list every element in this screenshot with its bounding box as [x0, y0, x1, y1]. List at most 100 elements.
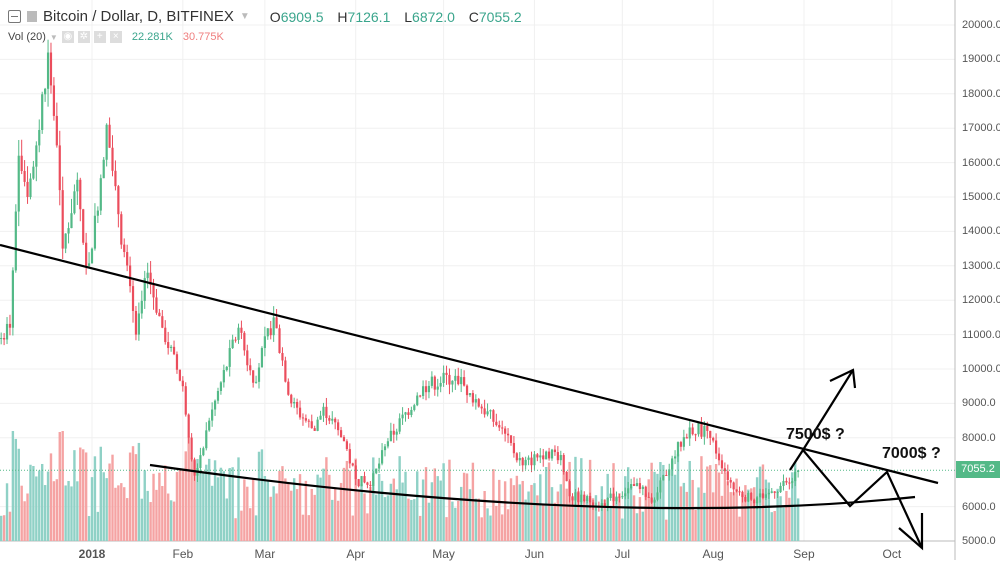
- candle-body: [8, 323, 12, 328]
- volume-bar: [193, 460, 196, 541]
- candle-body: [586, 496, 589, 502]
- candle-body: [501, 427, 504, 429]
- add-icon[interactable]: +: [93, 31, 106, 43]
- volume-bar: [123, 487, 126, 541]
- volume-bar: [711, 492, 715, 541]
- volume-bar: [251, 478, 255, 541]
- candle-body: [11, 270, 14, 328]
- volume-bar: [11, 431, 15, 541]
- volume-bar: [697, 487, 700, 541]
- open-label: O: [269, 8, 281, 25]
- candle-body: [445, 372, 448, 375]
- volume-bar: [709, 465, 712, 541]
- volume-bar: [767, 482, 771, 541]
- candle-body: [679, 442, 683, 447]
- volume-bar: [729, 492, 732, 541]
- candle-body: [246, 350, 249, 366]
- volume-bar: [17, 448, 20, 541]
- volume-bar: [670, 460, 674, 541]
- volume-bar: [518, 484, 521, 541]
- y-tick-label: 15000.0: [962, 191, 1000, 203]
- volume-bar: [788, 497, 791, 541]
- candle-body: [90, 248, 94, 264]
- volume-bar: [741, 494, 744, 541]
- annotation-7500: 7500$ ?: [786, 426, 845, 443]
- volume-bar: [196, 458, 199, 541]
- chevron-down-icon[interactable]: ▼: [239, 11, 250, 22]
- candle-body: [325, 406, 328, 419]
- volume-bar: [49, 453, 53, 541]
- volume-bar: [143, 470, 146, 541]
- candle-body: [659, 480, 662, 493]
- y-tick-label: 9000.0: [962, 397, 996, 410]
- candle-body: [460, 377, 463, 385]
- eye-icon[interactable]: ◉: [61, 31, 74, 43]
- high-value: 7126.1: [347, 8, 391, 25]
- volume-bar: [210, 485, 214, 541]
- volume-bar: [779, 496, 782, 541]
- volume-bar: [319, 477, 322, 541]
- candle-body: [550, 449, 554, 459]
- candle-body: [542, 455, 545, 460]
- volume-bar: [659, 462, 662, 541]
- candle-body: [600, 503, 603, 506]
- volume-bar: [105, 478, 108, 541]
- settings-icon[interactable]: ✲: [77, 31, 90, 43]
- candle-body: [143, 278, 146, 301]
- candle-body: [489, 410, 492, 412]
- volume-bar: [155, 489, 158, 541]
- volume-bar: [161, 486, 164, 541]
- candle-body: [797, 470, 800, 472]
- collapse-icon[interactable]: [8, 10, 21, 23]
- resistance-trendline: [0, 243, 939, 485]
- candle-body: [486, 411, 489, 415]
- volume-label[interactable]: Vol (20): [8, 31, 46, 43]
- volume-bar: [20, 485, 23, 541]
- volume-bar: [184, 451, 187, 541]
- candle-body: [170, 346, 173, 349]
- candle-body: [521, 457, 524, 466]
- candle-body: [401, 414, 404, 419]
- volume-bar: [29, 464, 32, 541]
- symbol-legend: Bitcoin / Dollar, D, BITFINEX ▼ O6909.5 …: [8, 8, 532, 25]
- volume-bar: [266, 480, 269, 541]
- volume-bar: [539, 474, 542, 541]
- volume-bar: [243, 479, 246, 541]
- candle-body: [3, 338, 6, 340]
- candle-body: [20, 155, 23, 171]
- y-tick-label: 19000.0: [962, 53, 1000, 66]
- volume-bar: [542, 503, 545, 541]
- volume-bar: [577, 491, 580, 541]
- flag-icon[interactable]: [27, 11, 37, 22]
- volume-bar: [125, 498, 129, 541]
- volume-bar: [287, 482, 290, 541]
- volume-bar: [773, 510, 776, 541]
- candle-body: [568, 481, 571, 497]
- volume-bar: [52, 481, 56, 541]
- volume-bar: [738, 516, 741, 541]
- volume-bar: [181, 470, 185, 541]
- chevron-down-icon[interactable]: ▼: [49, 32, 58, 42]
- close-icon[interactable]: ×: [109, 31, 122, 43]
- candle-body: [131, 286, 135, 311]
- volume-bar: [120, 483, 123, 541]
- volume-bar: [111, 454, 114, 541]
- volume-bar: [389, 483, 393, 541]
- candle-body: [357, 479, 360, 487]
- candle-body: [729, 479, 732, 483]
- symbol-title[interactable]: Bitcoin / Dollar, D, BITFINEX: [43, 8, 234, 25]
- volume-bar: [638, 497, 642, 541]
- volume-bar: [43, 485, 47, 541]
- candle-body: [735, 489, 738, 492]
- y-tick-label: 10000.0: [962, 363, 1000, 375]
- volume-bar: [594, 495, 598, 541]
- volume-bar: [524, 499, 527, 541]
- candle-body: [430, 376, 433, 386]
- candle-body: [23, 170, 26, 182]
- y-tick-label: 6000.0: [962, 500, 996, 513]
- volume-bar: [131, 446, 135, 541]
- candle-body: [676, 442, 680, 457]
- volume-bar: [474, 498, 478, 541]
- candle-body: [673, 456, 677, 459]
